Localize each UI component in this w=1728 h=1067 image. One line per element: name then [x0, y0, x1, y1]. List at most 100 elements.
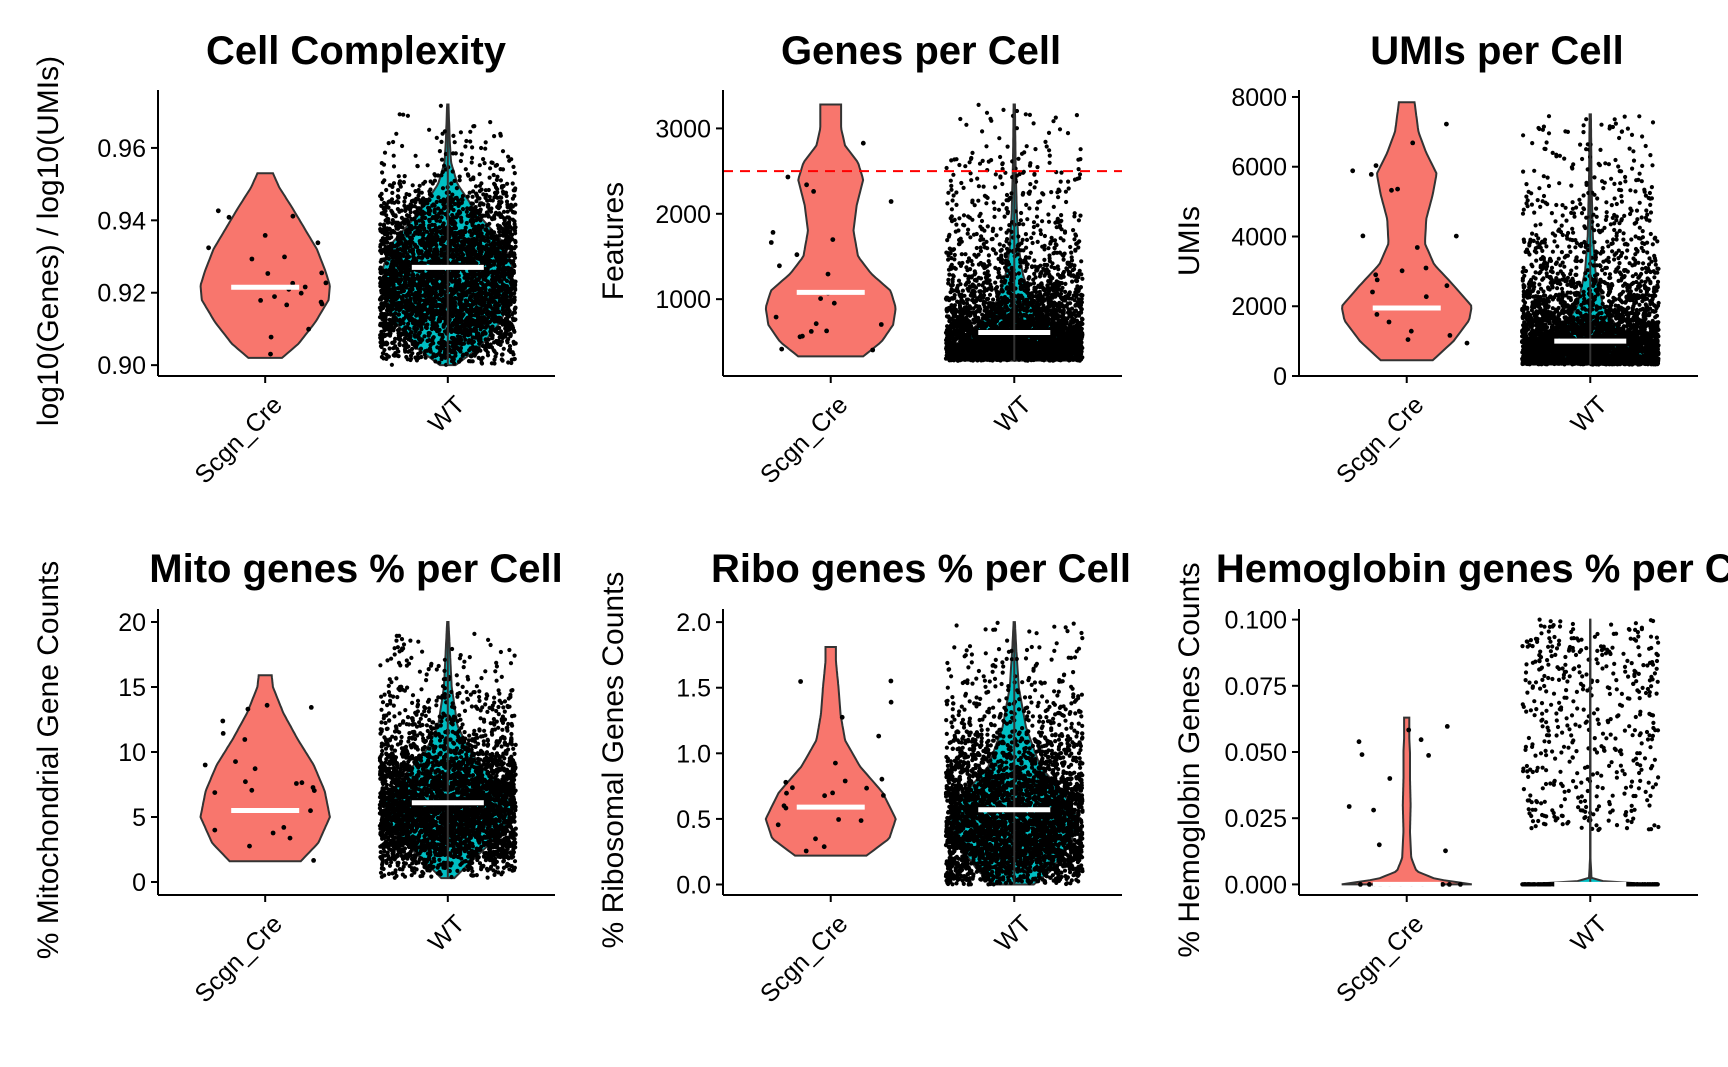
data-point — [490, 274, 495, 279]
data-point — [498, 342, 503, 347]
data-point — [404, 325, 409, 330]
data-point — [399, 295, 404, 300]
data-point — [461, 312, 466, 317]
data-point — [387, 346, 392, 351]
data-point — [499, 352, 505, 357]
data-point — [465, 299, 470, 304]
data-point — [419, 311, 424, 316]
points-wt — [377, 103, 518, 367]
data-point — [425, 254, 430, 259]
data-point — [451, 133, 456, 138]
data-point — [484, 297, 489, 302]
data-point — [420, 303, 425, 308]
data-point — [474, 321, 479, 326]
data-point — [467, 323, 472, 328]
data-point — [439, 157, 445, 162]
data-point — [461, 341, 467, 346]
data-point — [997, 136, 1002, 141]
data-point — [413, 290, 418, 295]
data-point — [509, 276, 514, 281]
data-point — [477, 172, 482, 177]
data-point — [390, 221, 395, 226]
data-point — [506, 154, 511, 159]
data-point — [416, 302, 421, 307]
data-point — [412, 318, 417, 323]
data-point — [381, 211, 386, 216]
data-point — [402, 199, 407, 204]
data-point — [466, 315, 471, 320]
data-point — [961, 185, 966, 190]
data-point — [498, 329, 504, 334]
data-point — [457, 174, 462, 179]
data-point — [492, 230, 497, 235]
data-point — [1020, 237, 1025, 242]
panel-title: Genes per Cell — [781, 29, 1061, 73]
data-point — [477, 212, 482, 217]
data-point — [433, 241, 438, 246]
data-point — [471, 258, 476, 263]
data-point — [484, 223, 489, 228]
data-point — [386, 250, 391, 255]
data-point — [435, 328, 440, 333]
data-point — [394, 221, 399, 226]
data-point — [431, 238, 436, 244]
data-point — [513, 306, 518, 311]
data-point — [419, 327, 424, 332]
data-point — [511, 357, 517, 362]
panel-title: Cell Complexity — [206, 29, 507, 73]
data-point — [465, 272, 470, 277]
data-point — [378, 344, 384, 349]
data-point — [392, 249, 397, 254]
data-point — [504, 199, 510, 204]
data-point — [452, 140, 457, 145]
data-point — [418, 228, 423, 233]
y-tick-label: 0.92 — [97, 280, 146, 308]
data-point — [483, 188, 488, 193]
data-point — [479, 187, 484, 192]
data-point — [497, 229, 502, 234]
data-point — [416, 231, 421, 236]
data-point — [389, 270, 394, 275]
data-point — [413, 321, 418, 326]
data-point — [408, 307, 413, 312]
data-point — [439, 215, 444, 220]
data-point — [506, 327, 512, 332]
data-point — [459, 152, 464, 157]
data-point — [432, 207, 437, 212]
data-point — [1007, 223, 1012, 228]
data-point — [988, 116, 993, 121]
data-point — [483, 146, 488, 151]
data-point — [410, 247, 415, 252]
data-point — [412, 216, 417, 221]
data-point — [512, 255, 518, 260]
data-point — [467, 229, 472, 234]
data-point — [483, 337, 488, 342]
data-point — [504, 193, 509, 199]
data-point — [386, 141, 391, 146]
data-point — [411, 252, 416, 257]
data-point — [401, 260, 407, 265]
data-point — [395, 194, 400, 199]
data-point — [434, 218, 439, 223]
data-point — [398, 268, 403, 273]
data-point — [1069, 255, 1074, 260]
data-point — [451, 207, 456, 213]
data-point — [391, 153, 396, 158]
data-point — [389, 235, 394, 240]
data-point — [402, 174, 407, 179]
data-point — [964, 301, 970, 306]
data-point — [500, 319, 506, 324]
data-point — [408, 202, 413, 207]
data-point — [290, 280, 296, 286]
data-point — [448, 240, 453, 245]
data-point — [414, 310, 419, 315]
data-point — [466, 248, 471, 253]
data-point — [323, 280, 329, 286]
data-point — [457, 335, 462, 340]
data-point — [485, 204, 490, 209]
data-point — [1057, 127, 1063, 132]
data-point — [418, 346, 424, 351]
data-point — [770, 230, 776, 235]
data-point — [496, 202, 501, 207]
